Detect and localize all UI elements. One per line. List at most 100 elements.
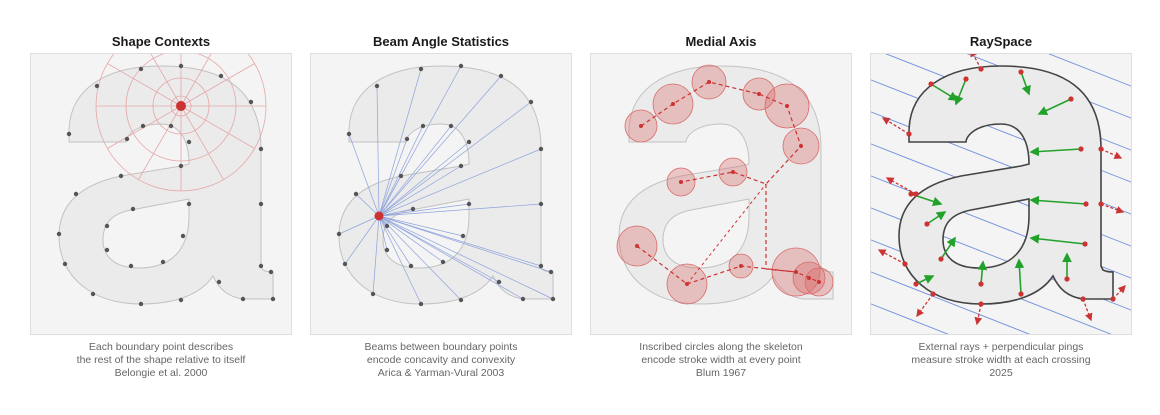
- beam-line: [378, 148, 542, 217]
- boundary-point: [218, 73, 224, 79]
- circle-center: [794, 270, 798, 274]
- circle-center: [785, 104, 789, 108]
- crossing-point: [928, 81, 934, 87]
- beam-line: [378, 175, 402, 217]
- caption-line: Beams between boundary points: [364, 341, 518, 353]
- panel-title: Beam Angle Statistics: [372, 34, 510, 49]
- boundary-point: [336, 231, 342, 237]
- beam-line: [378, 101, 532, 217]
- beam-line: [376, 85, 380, 217]
- circle-center: [639, 124, 643, 128]
- caption-line: External rays + perpendicular pings: [918, 341, 1084, 353]
- beam-line: [348, 133, 380, 217]
- caption-line: encode stroke width at every point: [641, 354, 801, 366]
- circle-center: [807, 276, 811, 280]
- boundary-point: [138, 301, 144, 307]
- panel-caption: External rays + perpendicular pings meas…: [860, 341, 1142, 380]
- circle-center: [757, 92, 761, 96]
- boundary-point: [258, 263, 264, 269]
- caption-line: measure stroke width at each crossing: [911, 354, 1091, 366]
- circle-center: [635, 244, 639, 248]
- boundary-point: [118, 173, 124, 179]
- boundary-point: [418, 66, 424, 72]
- crossing-points: [902, 66, 1116, 307]
- boundary-point: [398, 173, 404, 179]
- circle-center: [671, 102, 675, 106]
- ping-arrow: [930, 83, 959, 101]
- boundary-point: [128, 263, 134, 269]
- crossing-point: [1068, 96, 1074, 102]
- beam-line: [378, 138, 408, 217]
- beam-line: [378, 75, 502, 217]
- boundary-point: [466, 139, 472, 145]
- panel-shape-contexts: Shape Contexts Each boundary point descr…: [30, 0, 292, 415]
- crossing-point: [978, 281, 984, 287]
- ping-arrow: [1029, 146, 1082, 157]
- boundary-point: [346, 131, 352, 137]
- boundary-point: [178, 297, 184, 303]
- crossing-point: [1018, 69, 1024, 75]
- boundary-point: [268, 269, 274, 275]
- boundary-point: [73, 191, 79, 197]
- caption-line: encode concavity and convexity: [366, 354, 516, 366]
- beam-line: [378, 215, 412, 267]
- circle-center: [679, 180, 683, 184]
- caption-line: Inscribed circles along the skeleton: [639, 341, 803, 353]
- beam-line: [378, 141, 470, 217]
- reference-point: [374, 211, 384, 221]
- ping-arrow: [926, 211, 947, 225]
- crossing-point: [1064, 276, 1070, 282]
- crossing-point: [1018, 291, 1024, 297]
- polar-spoke: [180, 105, 224, 180]
- crossing-point: [978, 66, 984, 72]
- ping-arrow: [940, 236, 956, 260]
- crossing-point: [913, 281, 919, 287]
- boundary-point: [186, 139, 192, 145]
- boundary-point: [178, 63, 184, 69]
- panel-caption: Each boundary point describes the rest o…: [20, 341, 302, 380]
- caption-line: the rest of the shape relative to itself: [76, 354, 246, 366]
- circle-center: [685, 282, 689, 286]
- caption-line: Each boundary point describes: [88, 341, 234, 353]
- outward-arrows: [877, 54, 1126, 326]
- polar-spoke: [150, 54, 182, 107]
- polar-spoke: [180, 63, 255, 107]
- boundary-point: [498, 73, 504, 79]
- external-ray: [1048, 54, 1131, 87]
- boundary-point: [216, 279, 222, 285]
- outward-arrow: [1100, 203, 1125, 214]
- crossing-point: [963, 76, 969, 82]
- boundary-point: [140, 123, 146, 129]
- crossing-point: [924, 221, 930, 227]
- boundary-point: [124, 136, 130, 142]
- caption-citation: Arica & Yarman-Vural 2003: [377, 367, 505, 379]
- ping-arrow: [977, 260, 988, 285]
- beam-angle-diagram: [336, 63, 556, 307]
- crossing-point: [1078, 146, 1084, 152]
- beam-line: [355, 193, 380, 217]
- glyph-a-shape: [338, 65, 554, 305]
- boundary-point: [342, 261, 348, 267]
- boundary-point: [62, 261, 68, 267]
- beam-line: [344, 215, 380, 265]
- boundary-point: [258, 146, 264, 152]
- panel-caption: Inscribed circles along the skeleton enc…: [580, 341, 862, 380]
- glyph-a-shape: [898, 65, 1114, 305]
- boundary-point: [528, 99, 534, 105]
- beam-line: [378, 215, 500, 283]
- boundary-point: [420, 123, 426, 129]
- boundary-point: [538, 146, 544, 152]
- boundary-point: [418, 301, 424, 307]
- crossing-point: [1082, 241, 1088, 247]
- glyph-a-shape: [58, 65, 274, 305]
- crossing-point: [1098, 146, 1104, 152]
- outward-arrow: [885, 177, 917, 195]
- boundary-point: [404, 136, 410, 142]
- caption-citation: 2025: [989, 367, 1013, 379]
- outward-arrow: [916, 293, 934, 318]
- boundary-point: [440, 259, 446, 265]
- boundary-point: [408, 263, 414, 269]
- ping-arrow: [1029, 234, 1086, 245]
- glyph-a-shape: [618, 65, 834, 305]
- boundary-point: [258, 201, 264, 207]
